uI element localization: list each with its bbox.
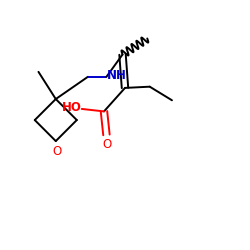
Text: NH: NH — [106, 69, 126, 82]
Text: HO: HO — [62, 102, 82, 114]
Text: O: O — [52, 145, 61, 158]
Text: O: O — [102, 138, 112, 151]
